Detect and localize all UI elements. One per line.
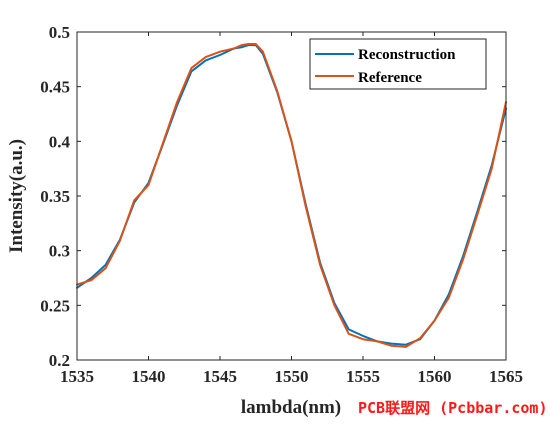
y-tick-label: 0.35 <box>40 187 70 206</box>
legend-box <box>309 38 487 90</box>
x-axis-label: lambda(nm) <box>241 397 341 418</box>
x-tick-label: 1535 <box>60 367 94 386</box>
legend: Reconstruction Reference <box>309 38 487 90</box>
legend-label-reconstruction: Reconstruction <box>358 47 456 63</box>
legend-label-reference: Reference <box>358 70 422 86</box>
y-tick-label: 0.45 <box>40 78 70 97</box>
x-tick-label: 1560 <box>418 367 452 386</box>
x-tick-label: 1540 <box>132 367 166 386</box>
y-axis-label: Intensity(a.u.) <box>6 139 27 253</box>
series-layer <box>76 43 507 348</box>
y-tick-label: 0.25 <box>40 296 70 315</box>
x-tick-label: 1550 <box>275 367 309 386</box>
y-tick-label: 0.3 <box>49 242 70 261</box>
y-tick-label: 0.2 <box>49 351 70 370</box>
watermark-text: PCB联盟网 (Pcbbar.com) <box>358 399 548 417</box>
y-tick-label: 0.5 <box>49 23 70 42</box>
y-tick-label: 0.4 <box>49 132 71 151</box>
x-tick-label: 1555 <box>346 367 380 386</box>
series-line-reference <box>76 43 507 348</box>
x-tick-label: 1545 <box>203 367 237 386</box>
x-tick-label: 1565 <box>489 367 523 386</box>
tick-layer: 1535 1540 1545 1550 1555 1560 1565 0.2 0.25 0.3 0.… <box>40 23 523 386</box>
